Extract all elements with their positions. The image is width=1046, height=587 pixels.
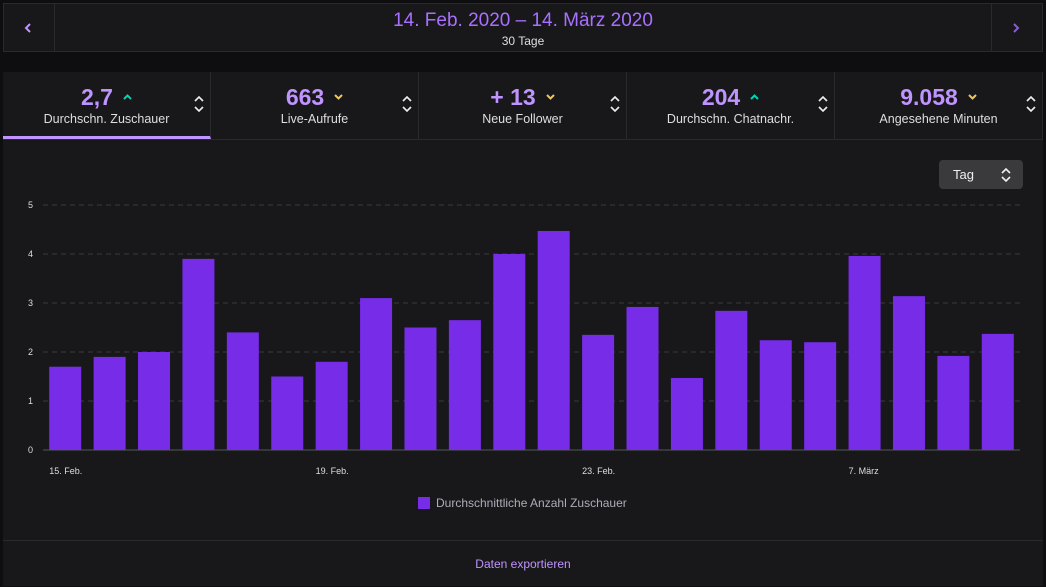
bar [93, 356, 126, 450]
stat-number: + 13 [490, 84, 536, 110]
bar [448, 320, 481, 450]
bar [315, 361, 348, 450]
stat-label: Durchschn. Chatnachr. [666, 112, 795, 126]
x-tick-label: 15. Feb. [49, 466, 82, 476]
stat-card[interactable]: 204 Durchschn. Chatnachr. [627, 72, 835, 139]
next-button[interactable] [991, 4, 1042, 51]
stat-value: 9.058 [835, 84, 1042, 111]
sort-icon-path [818, 96, 828, 112]
bar [715, 310, 748, 450]
stat-value: 2,7 [3, 84, 210, 111]
bar [626, 306, 659, 450]
sort-icon [194, 96, 204, 112]
stat-number: 2,7 [81, 84, 113, 110]
stat-number: 204 [701, 84, 741, 110]
x-tick-label: 7. März [849, 466, 880, 476]
stat-value: + 13 [419, 84, 626, 111]
bar [759, 340, 792, 450]
sort-icon-path [1026, 96, 1036, 112]
trend-arrow-path [750, 94, 759, 100]
bar [537, 230, 570, 450]
sort-icon [610, 96, 620, 112]
sort-icon-path [194, 96, 204, 112]
date-range: 14. Feb. 2020 – 14. März 2020 [393, 10, 653, 31]
stat-card[interactable]: 9.058 Angesehene Minuten [835, 72, 1043, 139]
bar [848, 255, 881, 450]
bar [182, 258, 215, 450]
stat-label: Angesehene Minuten [879, 112, 998, 126]
bar [981, 333, 1014, 450]
bar [360, 298, 393, 450]
bar [493, 254, 526, 450]
trend-arrow [750, 94, 759, 100]
sort-icon [818, 96, 828, 112]
y-tick-label: 4 [28, 249, 33, 259]
trend-arrow [545, 94, 555, 100]
sort-icon-path [610, 96, 620, 112]
stat-label: Live-Aufrufe [280, 112, 349, 126]
trend-arrow [123, 94, 132, 100]
date-bar: 14. Feb. 2020 – 14. März 2020 30 Tage [3, 3, 1043, 52]
bar [226, 332, 259, 450]
stat-card[interactable]: 663 Live-Aufrufe [211, 72, 419, 139]
stat-value: 663 [211, 84, 418, 111]
sort-icon-path [402, 96, 412, 112]
trend-arrow [968, 94, 977, 100]
dropdown-label: Tag [953, 167, 974, 182]
legend-swatch [418, 497, 430, 509]
y-tick-label: 1 [28, 396, 33, 406]
stat-card[interactable]: + 13 Neue Follower [419, 72, 627, 139]
y-tick-label: 0 [28, 445, 33, 455]
y-tick-label: 2 [28, 347, 33, 357]
stat-label: Neue Follower [482, 112, 563, 126]
bar [404, 327, 437, 450]
stats-row: 2,7 Durchschn. Zuschauer 663 Live-Aufrufe + … [3, 72, 1043, 140]
bar [892, 296, 925, 450]
date-range-length: 30 Tage [501, 34, 545, 48]
trend-arrow [334, 94, 343, 100]
y-tick-label: 3 [28, 298, 33, 308]
trend-arrow-path [123, 94, 132, 100]
export-button[interactable]: Daten exportieren [3, 540, 1043, 586]
chart: 0 1 2 3 4 5 15. Feb. 19. Feb. 23. Feb. 7. März Dur… [28, 200, 1020, 510]
trend-arrow-path [334, 94, 343, 100]
y-tick-label: 5 [28, 200, 33, 210]
bar [670, 377, 703, 450]
stat-number: 663 [285, 84, 325, 110]
x-tick-label: 23. Feb. [582, 466, 615, 476]
bar [937, 355, 970, 450]
interval-dropdown[interactable]: Tag [939, 160, 1023, 189]
stat-number: 9.058 [900, 84, 958, 110]
bar [138, 352, 171, 450]
bar [271, 376, 304, 450]
stat-label: Durchschn. Zuschauer [43, 112, 170, 126]
bar [582, 334, 615, 450]
sort-icon [402, 96, 412, 112]
x-tick-label: 19. Feb. [316, 466, 349, 476]
stat-value: 204 [627, 84, 834, 111]
stat-card[interactable]: 2,7 Durchschn. Zuschauer [3, 72, 211, 139]
trend-arrow-path [968, 94, 977, 100]
chart-panel: Tag 0 1 2 3 4 5 15. Feb. 19. Feb. 23. Feb. 7. Mär… [3, 140, 1043, 540]
sort-icon [1026, 96, 1036, 112]
prev-button[interactable] [4, 4, 55, 51]
legend-label: Durchschnittliche Anzahl Zuschauer [436, 496, 627, 510]
bar [49, 366, 82, 450]
trend-arrow-path [545, 94, 555, 100]
bar [804, 342, 837, 450]
